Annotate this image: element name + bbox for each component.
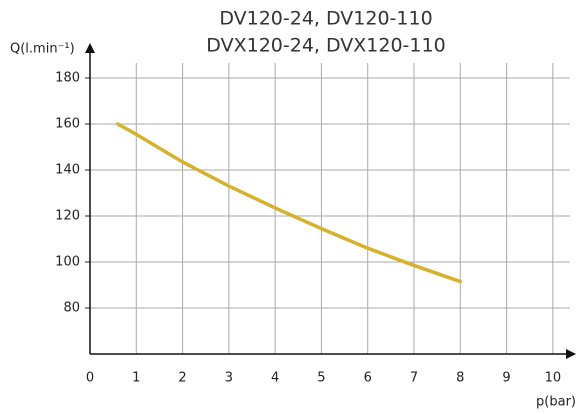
x-tick-label: 4 [271,371,279,386]
y-tick-label: 160 [55,117,80,132]
x-tick-label: 8 [456,371,464,386]
y-tick-label: 140 [55,163,80,178]
x-tick-label: 7 [410,371,418,386]
y-axis-arrow [85,43,95,53]
x-tick-label: 10 [545,371,562,386]
y-tick-label: 100 [55,255,80,270]
line-series [116,122,463,284]
chart-title: DV120-24, DV120-110 [219,8,432,30]
x-axis-arrow [566,349,576,359]
y-tick-label: 180 [55,71,80,86]
y-tick-label: 120 [55,209,80,224]
x-tick-label: 9 [502,371,510,386]
x-tick-label: 3 [225,371,233,386]
y-tick-label: 80 [63,301,80,316]
x-tick-label: 6 [364,371,372,386]
y-axis-label: Q(l.min⁻¹) [10,42,75,57]
x-tick-label: 0 [86,371,94,386]
chart-title: DVX120-24, DVX120-110 [206,35,445,57]
x-axis-label: p(bar) [536,395,576,410]
x-tick-label: 2 [178,371,186,386]
x-tick-label: 5 [317,371,325,386]
x-tick-label: 1 [132,371,140,386]
